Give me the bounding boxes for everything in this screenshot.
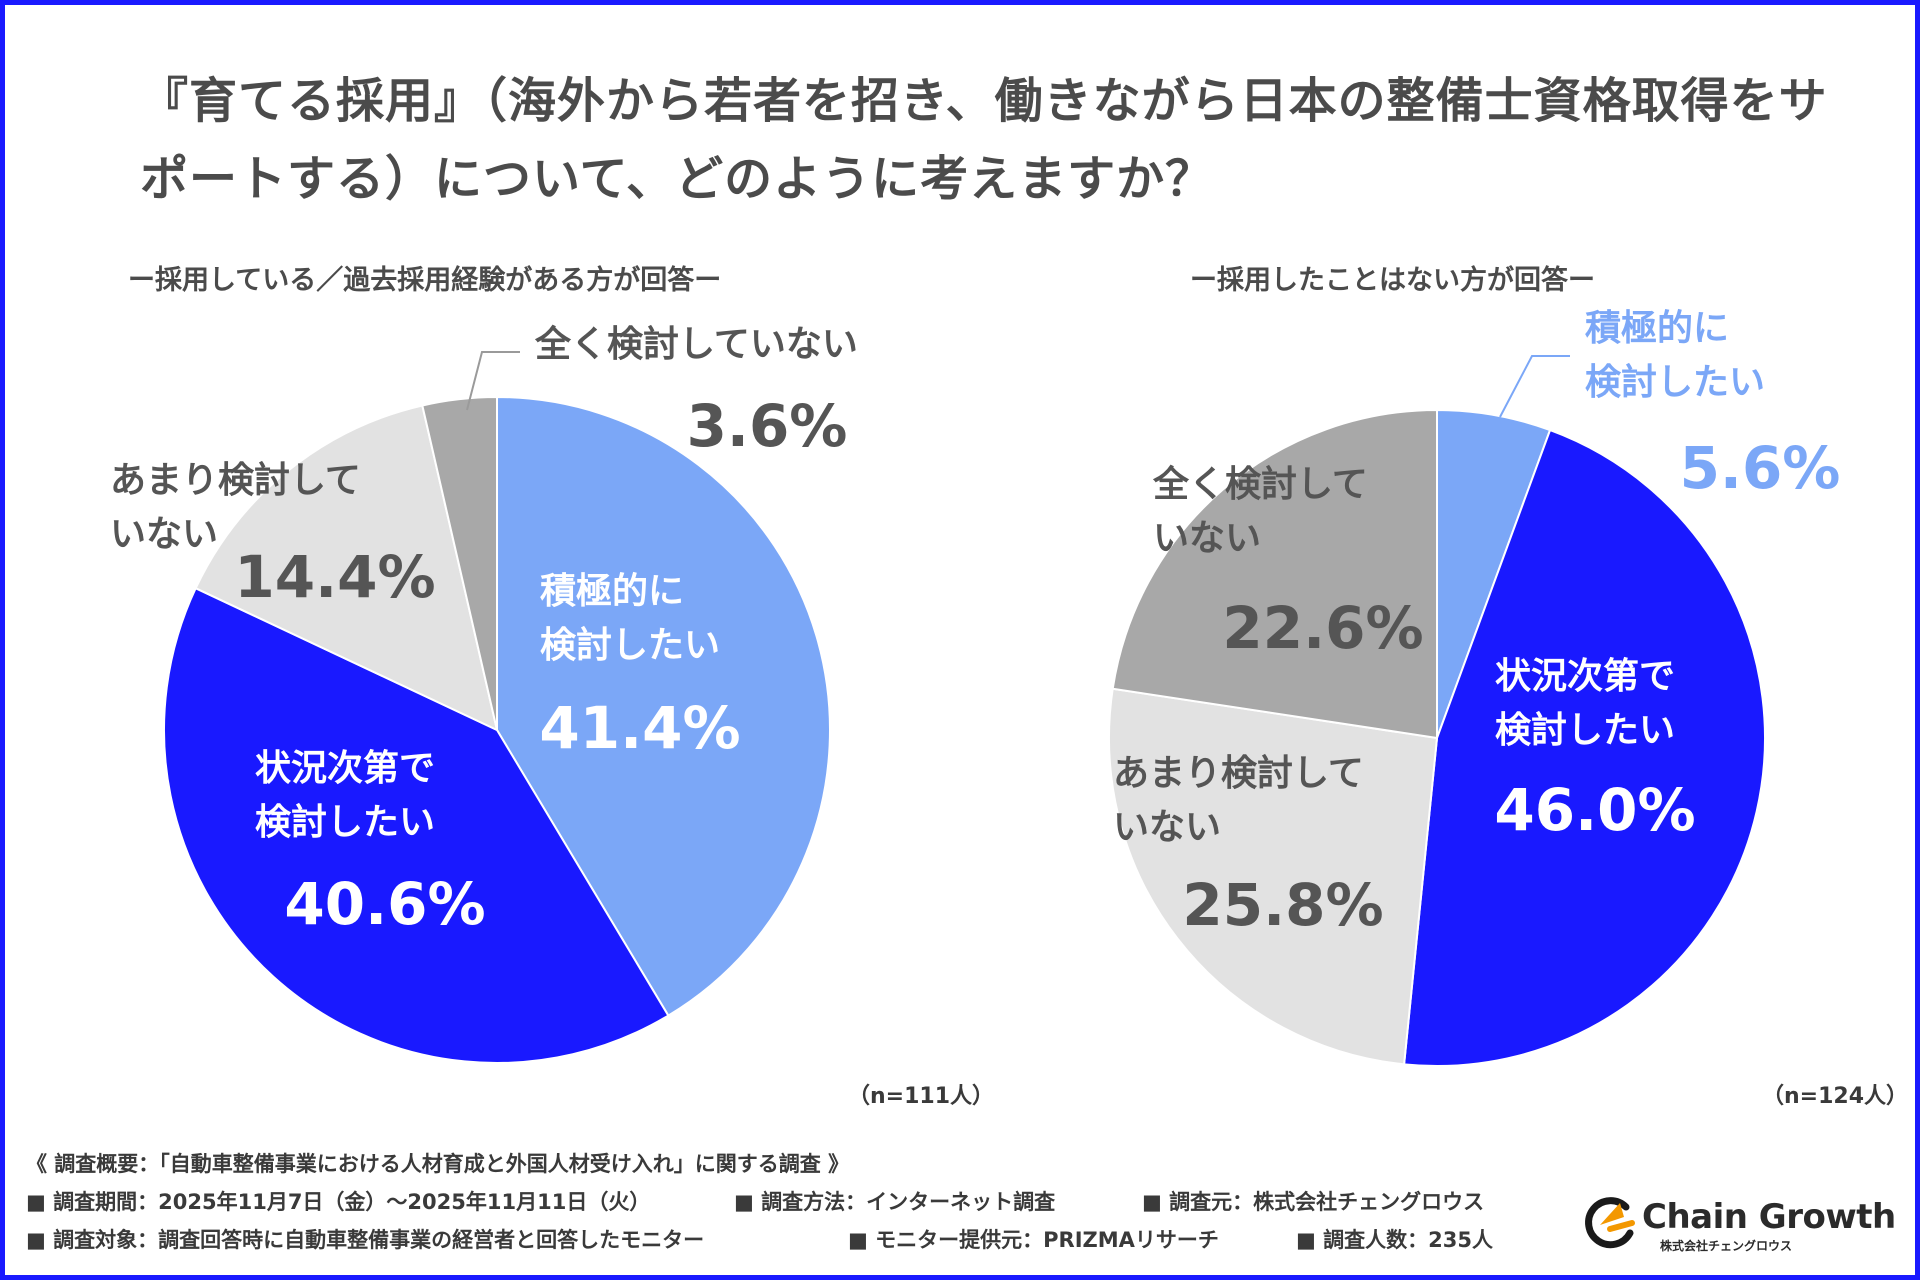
- pie2-value-4: 22.6%: [1222, 594, 1423, 662]
- pie2-value-2: 46.0%: [1494, 776, 1695, 844]
- pie2-leader-line: [1499, 355, 1570, 418]
- pie1-label-2: 検討したい: [255, 802, 435, 843]
- pie2-label-1: 検討したい: [1585, 362, 1765, 403]
- pie1-value-3: 14.4%: [234, 543, 435, 611]
- right-sample-size: （n=124人）: [1762, 1084, 1909, 1109]
- survey-notes: 《 調査概要：「自動車整備事業における人材育成と外国人材受け入れ」に関する調査 …: [26, 1145, 1493, 1259]
- pie2-slice-4: [1111, 408, 1438, 740]
- pie1-value-1: 41.4%: [539, 694, 740, 762]
- pie1-label-1: 検討したい: [540, 625, 720, 666]
- pie1-label-2: 状況次第で: [255, 748, 435, 789]
- pie2-label-3: いない: [1113, 807, 1221, 848]
- pie2-label-1: 積極的に: [1585, 308, 1729, 349]
- survey-method: ■ 調査方法：インターネット調査: [734, 1190, 1056, 1214]
- survey-overview: 《 調査概要：「自動車整備事業における人材育成と外国人材受け入れ」に関する調査 …: [26, 1152, 850, 1176]
- survey-provider: ■ モニター提供元：PRIZMAリサーチ: [848, 1228, 1219, 1252]
- pie1-label-1: 積極的に: [540, 571, 684, 612]
- pie1-leader-line: [466, 351, 520, 411]
- pie1-slice-3: [194, 404, 499, 732]
- pie2-label-4: 全く検討して: [1152, 463, 1368, 505]
- page-title: 『育てる採用』（海外から若者を招き、働きながら日本の整備士資格取得をサポートする…: [140, 73, 1828, 207]
- pie1-slice-2: [163, 586, 670, 1064]
- survey-period: ■ 調査期間：2025年11月7日（金）〜2025年11月11日（火）: [26, 1190, 651, 1214]
- company-logo: Chain Growth 株式会社チェングロウス: [1580, 1195, 1900, 1255]
- pie1-slice-1: [496, 395, 831, 1017]
- pie1-value-4: 3.6%: [687, 392, 848, 460]
- pie2-label-4: いない: [1153, 518, 1261, 559]
- pie1-slice-4: [421, 395, 498, 731]
- right-chart-subtitle: ー採用したことはない方が回答ー: [1190, 265, 1595, 296]
- pie1-label-3: あまり検討して: [110, 460, 361, 501]
- survey-target: ■ 調査対象：調査回答時に自動車整備事業の経営者と回答したモニター: [26, 1228, 705, 1252]
- chain-growth-logo-icon: [1585, 1197, 1635, 1249]
- survey-respondents: ■ 調査人数：235人: [1296, 1228, 1493, 1252]
- pie1-label-3: いない: [110, 514, 218, 555]
- left-chart-subtitle: ー採用している／過去採用経験がある方が回答ー: [128, 265, 722, 296]
- survey-organizer: ■ 調査元：株式会社チェングロウス: [1142, 1190, 1485, 1214]
- pie1-label-4: 全く検討していない: [534, 323, 858, 365]
- pie2-label-3: あまり検討して: [1113, 753, 1364, 794]
- pie2-slice-2: [1402, 428, 1766, 1067]
- pie2-label-2: 状況次第で: [1495, 656, 1675, 697]
- left-sample-size: （n=111人）: [848, 1084, 995, 1109]
- pie2-slice-3: [1108, 687, 1439, 1066]
- pie2-value-3: 25.8%: [1182, 871, 1383, 939]
- logo-name: Chain Growth: [1642, 1197, 1896, 1237]
- logo-company-name: 株式会社チェングロウス: [1660, 1239, 1793, 1253]
- pie2-label-2: 検討したい: [1495, 710, 1675, 751]
- pie2-value-1: 5.6%: [1680, 434, 1841, 502]
- pie1-value-2: 40.6%: [284, 870, 485, 938]
